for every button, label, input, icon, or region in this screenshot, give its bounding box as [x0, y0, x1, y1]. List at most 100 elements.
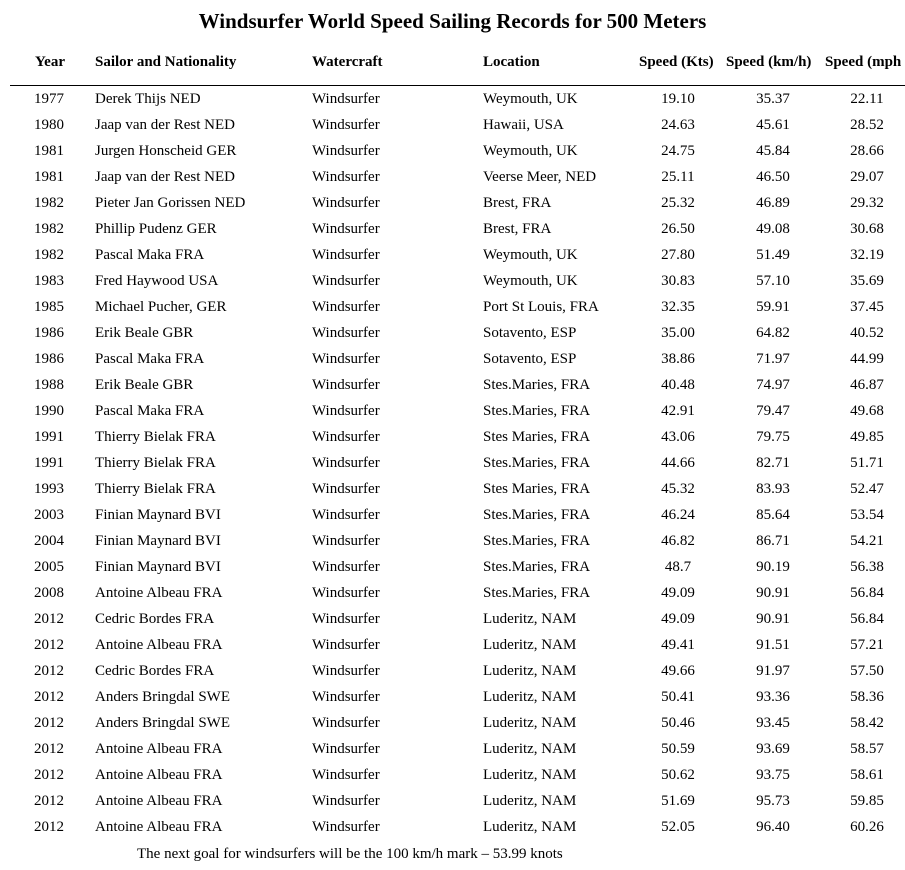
cell-speed-mph: 54.21 — [850, 533, 884, 549]
cell-year: 1991 — [34, 455, 64, 471]
cell-speed-kts: 49.09 — [661, 611, 695, 627]
cell-watercraft: Windsurfer — [312, 793, 380, 809]
cell-speed-mph: 52.47 — [850, 481, 884, 497]
page-title: Windsurfer World Speed Sailing Records f… — [198, 9, 707, 33]
table-row: 1980 Jaap van der Rest NED Windsurfer Hawai… — [0, 112, 905, 138]
cell-speed-mph: 49.68 — [850, 403, 884, 419]
cell-sailor: Jaap van der Rest NED — [95, 169, 235, 185]
cell-watercraft: Windsurfer — [312, 689, 380, 705]
cell-sailor: Cedric Bordes FRA — [95, 611, 215, 627]
cell-speed-kts: 38.86 — [661, 351, 695, 367]
cell-speed-kts: 49.41 — [661, 637, 695, 653]
cell-speed-kmh: 45.84 — [756, 143, 790, 159]
cell-speed-kts: 51.69 — [661, 793, 695, 809]
cell-year: 1982 — [34, 221, 64, 237]
cell-location: Weymouth, UK — [483, 91, 578, 107]
cell-year: 2012 — [34, 819, 64, 835]
cell-watercraft: Windsurfer — [312, 221, 380, 237]
table-row: 2012 Anders Bringdal SWE Windsurfer Luderit… — [0, 710, 905, 736]
cell-speed-mph: 28.66 — [850, 143, 884, 159]
header-divider — [10, 85, 905, 86]
cell-location: Stes.Maries, FRA — [483, 377, 591, 393]
cell-speed-kmh: 93.69 — [756, 741, 790, 757]
header-year: Year — [35, 54, 65, 70]
cell-year: 1981 — [34, 143, 64, 159]
cell-year: 1986 — [34, 325, 64, 341]
cell-speed-kmh: 93.75 — [756, 767, 790, 783]
header-location: Location — [483, 54, 540, 70]
cell-speed-kmh: 90.91 — [756, 585, 790, 601]
table-row: 2012 Cedric Bordes FRA Windsurfer Luderitz,… — [0, 606, 905, 632]
cell-year: 1988 — [34, 377, 64, 393]
cell-location: Sotavento, ESP — [483, 325, 577, 341]
cell-year: 1990 — [34, 403, 64, 419]
cell-sailor: Antoine Albeau FRA — [95, 637, 223, 653]
cell-sailor: Antoine Albeau FRA — [95, 767, 223, 783]
table-row: 1988 Erik Beale GBR Windsurfer Stes.Maries,… — [0, 372, 905, 398]
cell-year: 1993 — [34, 481, 64, 497]
cell-year: 1985 — [34, 299, 64, 315]
cell-location: Weymouth, UK — [483, 247, 578, 263]
cell-sailor: Anders Bringdal SWE — [95, 689, 230, 705]
cell-speed-kts: 24.75 — [661, 143, 695, 159]
cell-year: 1991 — [34, 429, 64, 445]
cell-speed-kts: 49.09 — [661, 585, 695, 601]
cell-year: 1977 — [34, 91, 64, 107]
cell-watercraft: Windsurfer — [312, 351, 380, 367]
cell-speed-kts: 32.35 — [661, 299, 695, 315]
cell-speed-mph: 57.50 — [850, 663, 884, 679]
table-row: 2012 Antoine Albeau FRA Windsurfer Luderitz… — [0, 788, 905, 814]
cell-location: Luderitz, NAM — [483, 793, 577, 809]
table-row: 1981 Jurgen Honscheid GER Windsurfer Weymou… — [0, 138, 905, 164]
cell-speed-kmh: 93.36 — [756, 689, 790, 705]
cell-speed-kmh: 79.47 — [756, 403, 790, 419]
cell-speed-kmh: 96.40 — [756, 819, 790, 835]
cell-speed-kts: 40.48 — [661, 377, 695, 393]
cell-speed-mph: 59.85 — [850, 793, 884, 809]
cell-watercraft: Windsurfer — [312, 533, 380, 549]
cell-speed-kts: 48.7 — [664, 559, 692, 575]
cell-sailor: Cedric Bordes FRA — [95, 663, 215, 679]
cell-speed-mph: 32.19 — [850, 247, 884, 263]
cell-watercraft: Windsurfer — [312, 741, 380, 757]
cell-location: Luderitz, NAM — [483, 663, 577, 679]
cell-watercraft: Windsurfer — [312, 455, 380, 471]
cell-speed-kmh: 49.08 — [756, 221, 790, 237]
cell-watercraft: Windsurfer — [312, 715, 380, 731]
cell-watercraft: Windsurfer — [312, 663, 380, 679]
cell-location: Hawaii, USA — [483, 117, 564, 133]
cell-speed-kmh: 57.10 — [756, 273, 790, 289]
table-row: 2012 Cedric Bordes FRA Windsurfer Luderitz,… — [0, 658, 905, 684]
table-row: 1990 Pascal Maka FRA Windsurfer Stes.Maries… — [0, 398, 905, 424]
cell-speed-kts: 46.82 — [661, 533, 695, 549]
cell-speed-kmh: 83.93 — [756, 481, 790, 497]
cell-sailor: Jaap van der Rest NED — [95, 117, 235, 133]
cell-sailor: Pieter Jan Gorissen NED — [95, 195, 246, 211]
cell-location: Luderitz, NAM — [483, 689, 577, 705]
cell-watercraft: Windsurfer — [312, 403, 380, 419]
cell-year: 1981 — [34, 169, 64, 185]
cell-location: Stes.Maries, FRA — [483, 507, 591, 523]
cell-watercraft: Windsurfer — [312, 611, 380, 627]
cell-speed-kts: 42.91 — [661, 403, 695, 419]
cell-year: 2012 — [34, 637, 64, 653]
cell-speed-kts: 50.59 — [661, 741, 695, 757]
table-row: 2008 Antoine Albeau FRA Windsurfer Stes.Mar… — [0, 580, 905, 606]
cell-speed-mph: 51.71 — [850, 455, 884, 471]
cell-watercraft: Windsurfer — [312, 117, 380, 133]
cell-speed-mph: 56.38 — [850, 559, 884, 575]
cell-speed-kmh: 59.91 — [756, 299, 790, 315]
header-speed-kts: Speed (Kts) — [639, 54, 714, 70]
table-row: 1991 Thierry Bielak FRA Windsurfer Stes.Mar… — [0, 450, 905, 476]
cell-sailor: Derek Thijs NED — [95, 91, 201, 107]
cell-speed-mph: 58.36 — [850, 689, 884, 705]
cell-watercraft: Windsurfer — [312, 325, 380, 341]
cell-location: Luderitz, NAM — [483, 819, 577, 835]
cell-watercraft: Windsurfer — [312, 377, 380, 393]
table-row: 2012 Antoine Albeau FRA Windsurfer Luderitz… — [0, 736, 905, 762]
cell-sailor: Antoine Albeau FRA — [95, 741, 223, 757]
cell-year: 1982 — [34, 195, 64, 211]
cell-location: Stes.Maries, FRA — [483, 533, 591, 549]
cell-speed-mph: 40.52 — [850, 325, 884, 341]
table-row: 2012 Antoine Albeau FRA Windsurfer Luderitz… — [0, 632, 905, 658]
